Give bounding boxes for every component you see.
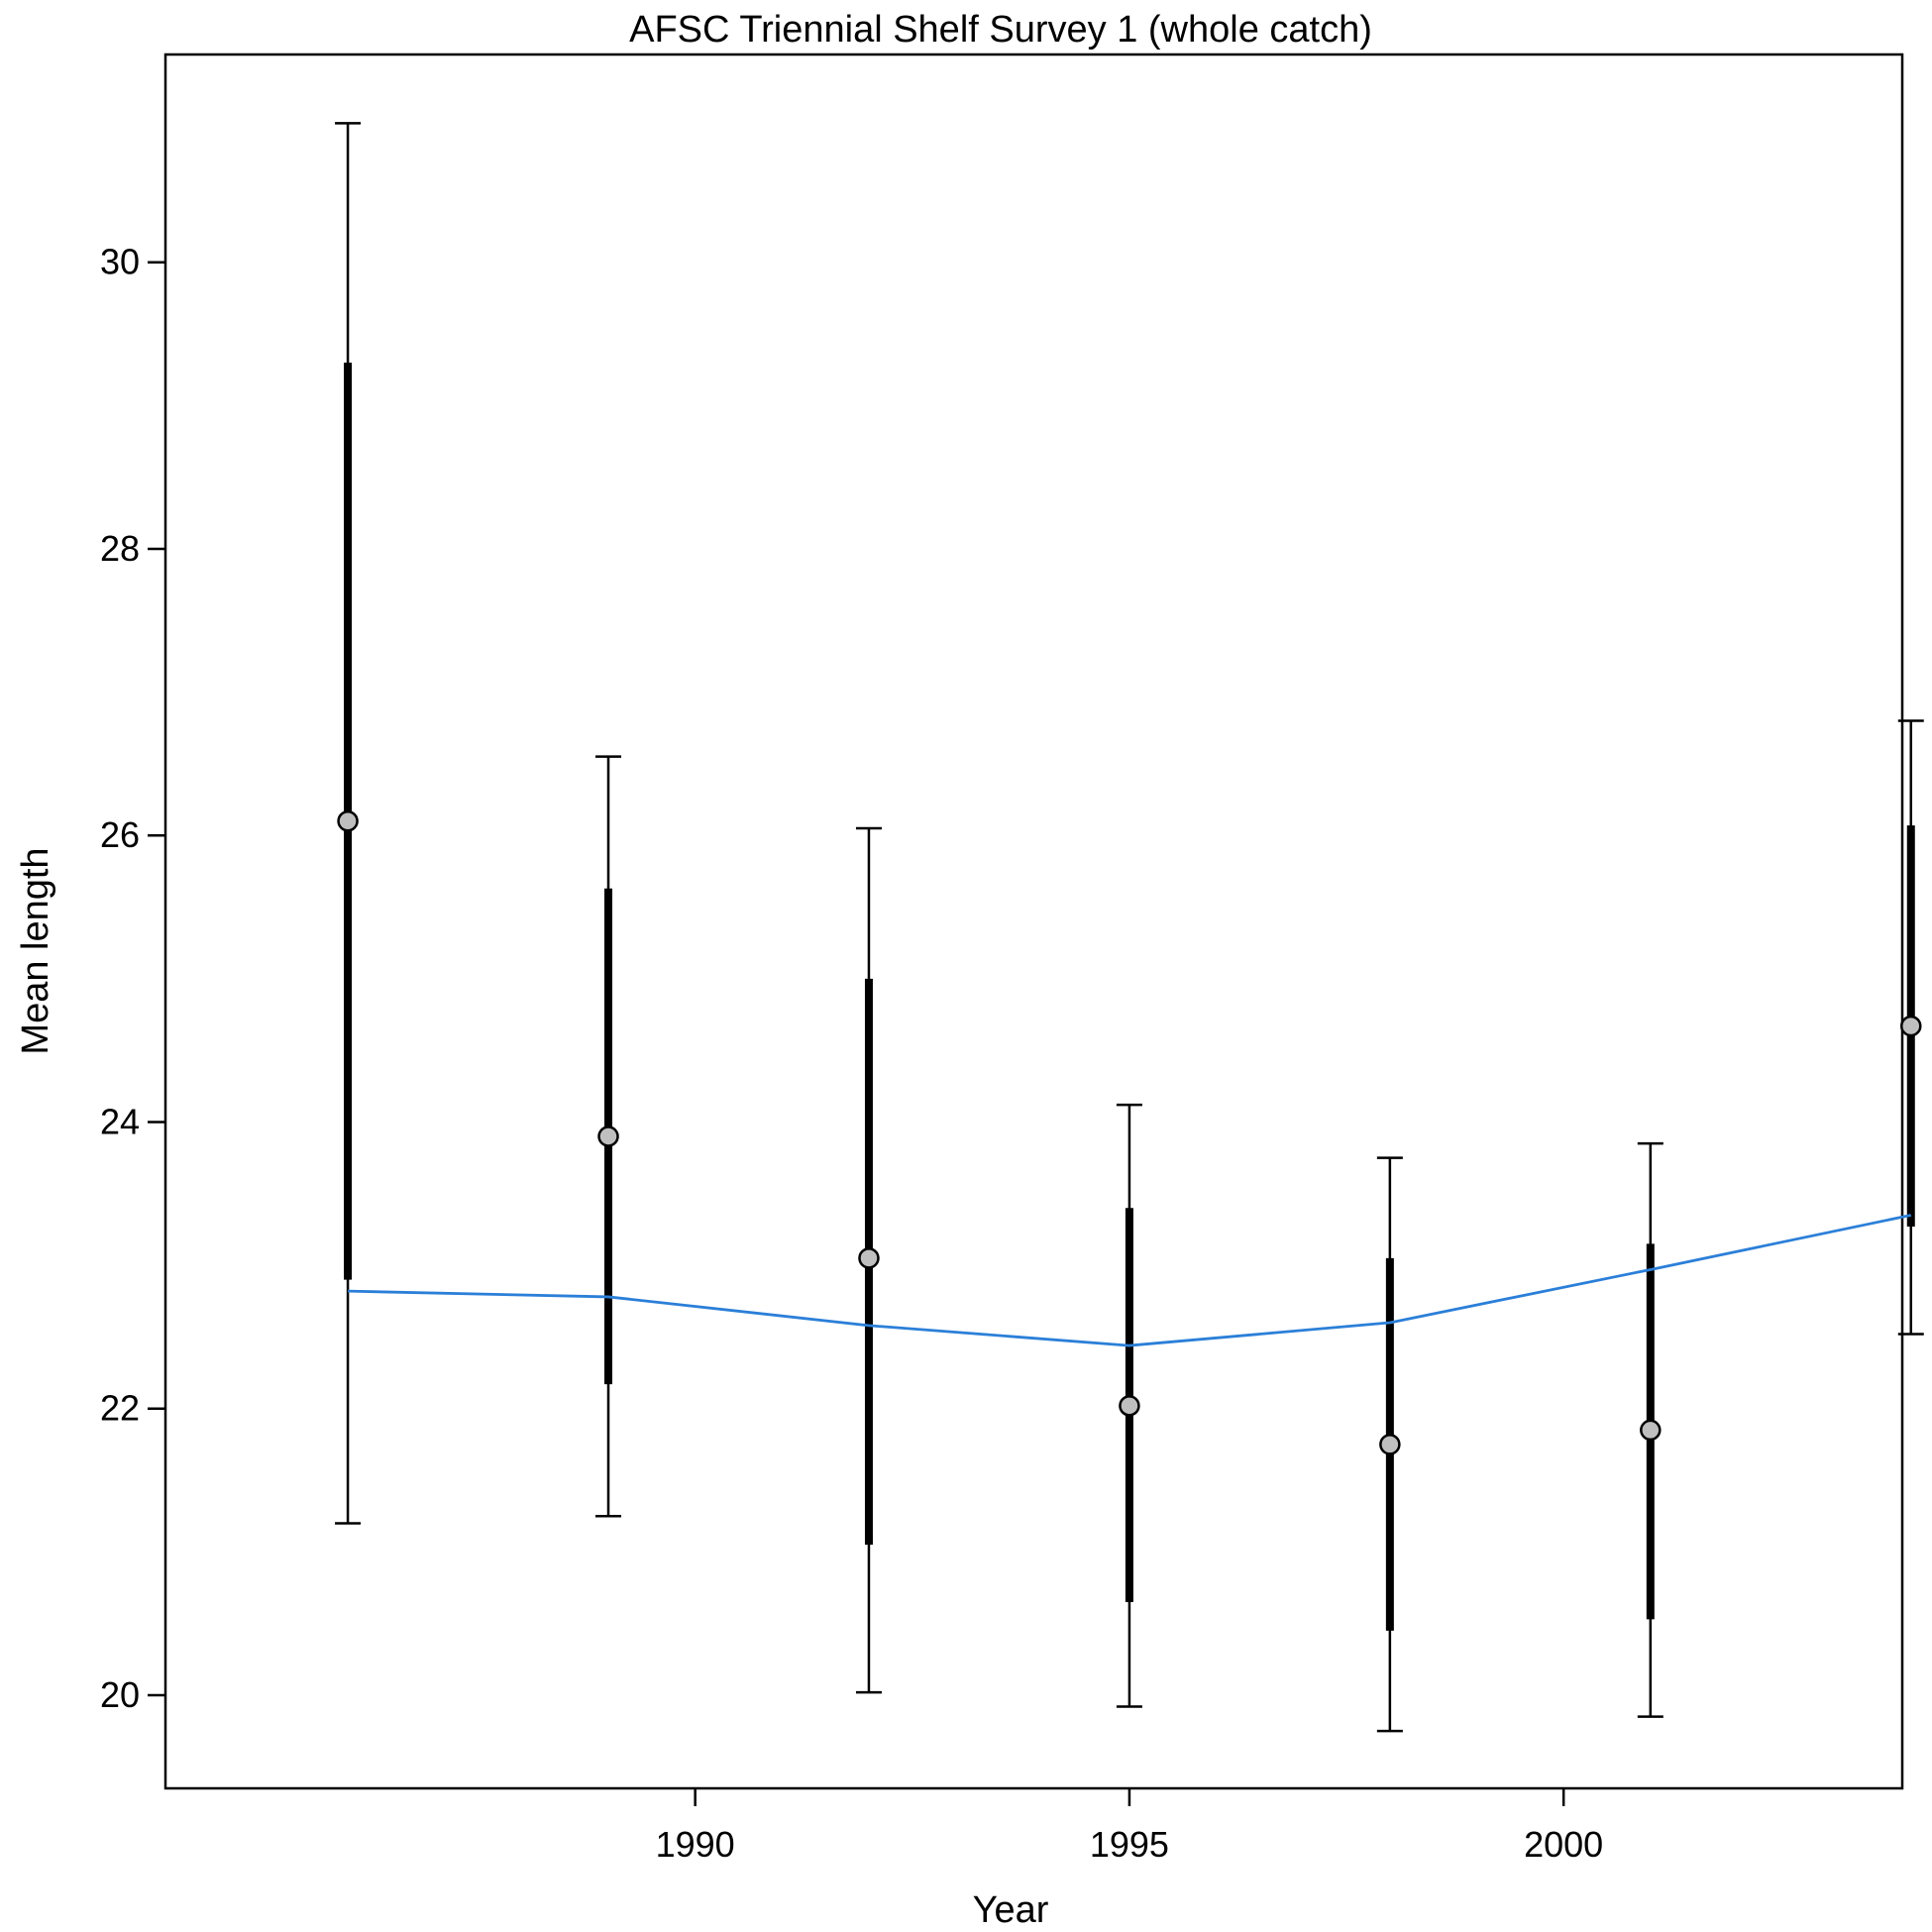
chart-title: AFSC Triennial Shelf Survey 1 (whole cat… bbox=[629, 9, 1372, 51]
y-axis-label: Mean length bbox=[15, 847, 56, 1054]
data-point bbox=[337, 810, 359, 832]
x-tick-label: 1990 bbox=[656, 1824, 735, 1865]
y-tick-label: 26 bbox=[100, 814, 140, 855]
x-tick-label: 1995 bbox=[1090, 1824, 1169, 1865]
expected-line bbox=[348, 1214, 1912, 1347]
y-tick-label: 24 bbox=[100, 1101, 140, 1141]
y-tick-label: 22 bbox=[100, 1388, 140, 1429]
data-point bbox=[1900, 1015, 1922, 1037]
data-point bbox=[858, 1247, 880, 1269]
x-axis: 1990 1995 2000 bbox=[656, 1788, 1603, 1865]
inner-error-bars bbox=[344, 362, 1915, 1631]
x-tick-label: 2000 bbox=[1524, 1824, 1603, 1865]
data-point bbox=[1379, 1434, 1401, 1455]
data-point bbox=[1640, 1419, 1662, 1442]
plot-frame bbox=[163, 53, 1904, 1790]
x-axis-label: Year bbox=[973, 1889, 1049, 1931]
y-tick-label: 30 bbox=[100, 242, 140, 282]
y-tick-label: 20 bbox=[100, 1674, 140, 1715]
data-point bbox=[597, 1126, 619, 1147]
observed-points bbox=[337, 810, 1922, 1455]
data-point bbox=[1119, 1395, 1140, 1417]
expected-series bbox=[348, 1214, 1912, 1347]
y-tick-label: 28 bbox=[100, 528, 140, 569]
y-axis: 20 22 24 26 28 30 bbox=[100, 242, 165, 1715]
